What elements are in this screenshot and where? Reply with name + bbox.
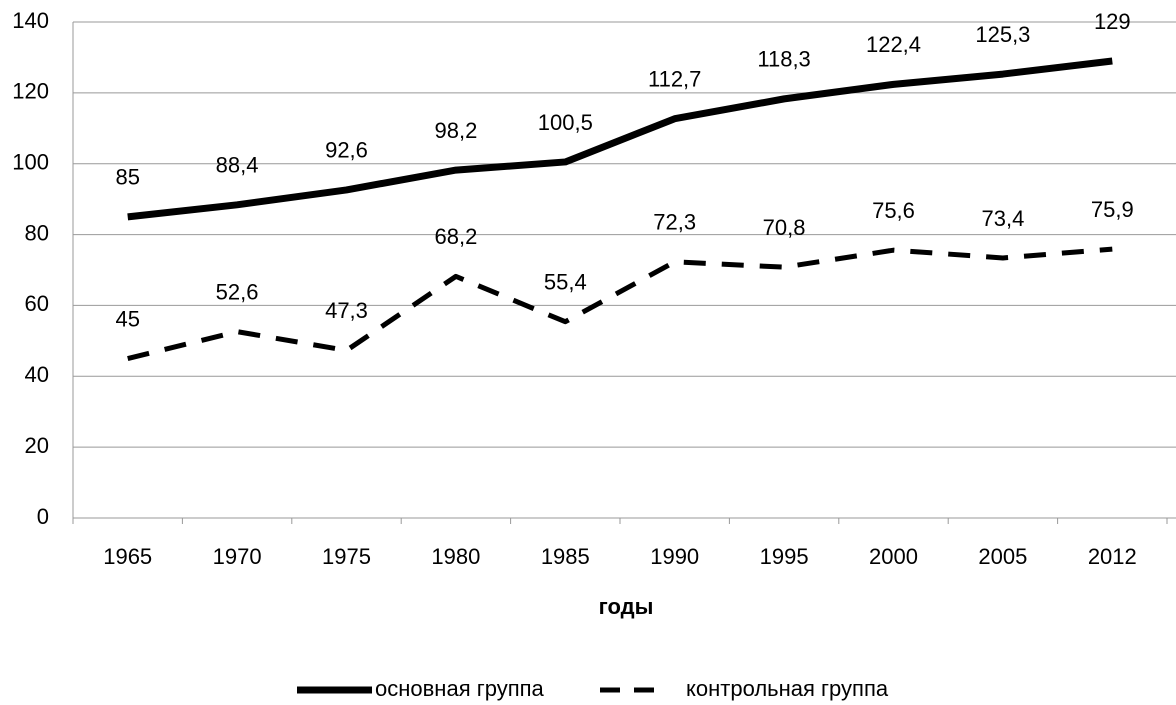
data-label: 47,3 — [325, 298, 368, 323]
x-tick-label: 2005 — [978, 544, 1027, 569]
y-tick-label: 20 — [25, 433, 49, 458]
data-label: 73,4 — [981, 206, 1024, 231]
data-label: 55,4 — [544, 270, 587, 295]
data-label: 129 — [1094, 9, 1131, 34]
y-tick-label: 60 — [25, 291, 49, 316]
data-label: 75,9 — [1091, 197, 1134, 222]
y-tick-label: 40 — [25, 362, 49, 387]
x-tick-label: 2012 — [1088, 544, 1137, 569]
x-tick-label: 1985 — [541, 544, 590, 569]
y-tick-label: 140 — [12, 8, 49, 33]
data-label: 118,3 — [757, 47, 810, 72]
data-label: 70,8 — [763, 215, 806, 240]
data-label: 85 — [115, 165, 139, 190]
data-label: 88,4 — [216, 153, 259, 178]
data-label: 112,7 — [648, 67, 701, 92]
x-tick-label: 1970 — [213, 544, 262, 569]
series-line — [127, 246, 1113, 361]
series-line — [127, 57, 1113, 221]
data-label: 72,3 — [653, 210, 696, 235]
y-tick-label: 120 — [12, 79, 49, 104]
x-tick-label: 1990 — [650, 544, 699, 569]
x-tick-label: 1980 — [431, 544, 480, 569]
data-label: 45 — [115, 306, 139, 331]
data-label: 125,3 — [975, 22, 1030, 47]
legend-label: контрольная группа — [686, 676, 889, 701]
data-label: 98,2 — [434, 118, 477, 143]
x-tick-label: 1995 — [760, 544, 809, 569]
x-axis-title: годы — [599, 594, 654, 619]
legend-label: основная группа — [375, 676, 545, 701]
y-tick-label: 100 — [12, 150, 49, 175]
data-label: 92,6 — [325, 138, 368, 163]
x-tick-label: 1975 — [322, 544, 371, 569]
y-tick-label: 0 — [37, 504, 49, 529]
data-label: 122,4 — [866, 32, 921, 57]
data-label: 100,5 — [538, 110, 593, 135]
x-tick-label: 2000 — [869, 544, 918, 569]
data-label: 68,2 — [434, 224, 477, 249]
data-label: 75,6 — [872, 198, 915, 223]
x-tick-label: 1965 — [103, 544, 152, 569]
data-label: 52,6 — [216, 279, 259, 304]
y-tick-label: 80 — [25, 220, 49, 245]
